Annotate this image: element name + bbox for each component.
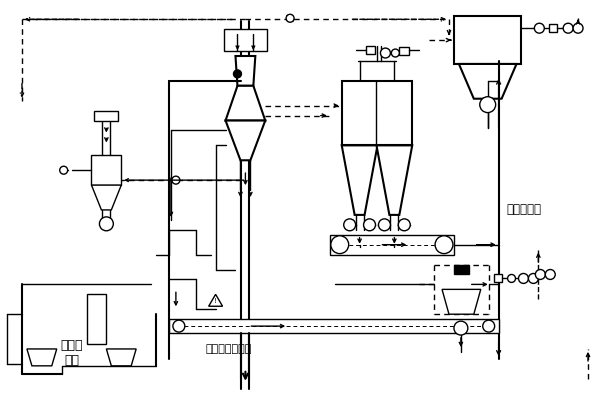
Circle shape (381, 48, 390, 58)
Circle shape (379, 219, 390, 231)
Polygon shape (442, 289, 481, 314)
Bar (454, 16, 522, 64)
Bar (399, 47, 409, 55)
Text: 外循环
立磨: 外循环 立磨 (61, 339, 83, 367)
Bar (454, 265, 469, 275)
Circle shape (173, 320, 185, 332)
Circle shape (563, 23, 573, 33)
Circle shape (534, 23, 544, 33)
Polygon shape (342, 145, 378, 215)
Circle shape (435, 236, 453, 254)
Bar (549, 24, 558, 32)
Circle shape (528, 273, 538, 283)
Polygon shape (107, 349, 136, 366)
Circle shape (573, 23, 583, 33)
Circle shape (286, 14, 294, 22)
Circle shape (344, 219, 356, 231)
Circle shape (480, 97, 496, 113)
Circle shape (398, 219, 410, 231)
Circle shape (391, 49, 399, 57)
Polygon shape (208, 294, 222, 306)
Circle shape (519, 273, 528, 283)
Circle shape (331, 236, 348, 254)
Bar (494, 275, 502, 282)
Circle shape (172, 176, 180, 184)
Polygon shape (236, 56, 255, 86)
Circle shape (508, 275, 516, 282)
Circle shape (535, 269, 545, 279)
Text: 至水泥储库: 至水泥储库 (507, 203, 542, 216)
Polygon shape (27, 349, 57, 366)
Polygon shape (459, 64, 516, 99)
Bar (92, 155, 121, 185)
Circle shape (233, 70, 241, 78)
Circle shape (545, 269, 555, 279)
Polygon shape (225, 120, 265, 160)
Circle shape (60, 166, 68, 174)
Polygon shape (92, 185, 121, 210)
Text: 来自水泥配料站: 来自水泥配料站 (205, 344, 252, 354)
Circle shape (483, 320, 494, 332)
Bar (95, 111, 118, 120)
Bar (87, 294, 107, 344)
Polygon shape (376, 145, 412, 215)
Circle shape (99, 217, 113, 231)
Bar (342, 81, 412, 145)
Polygon shape (225, 86, 265, 120)
Text: !: ! (214, 298, 217, 304)
Bar (169, 319, 499, 333)
Bar (330, 235, 454, 255)
Bar (224, 29, 267, 51)
Circle shape (364, 219, 376, 231)
Circle shape (454, 321, 468, 335)
Bar (365, 46, 376, 54)
